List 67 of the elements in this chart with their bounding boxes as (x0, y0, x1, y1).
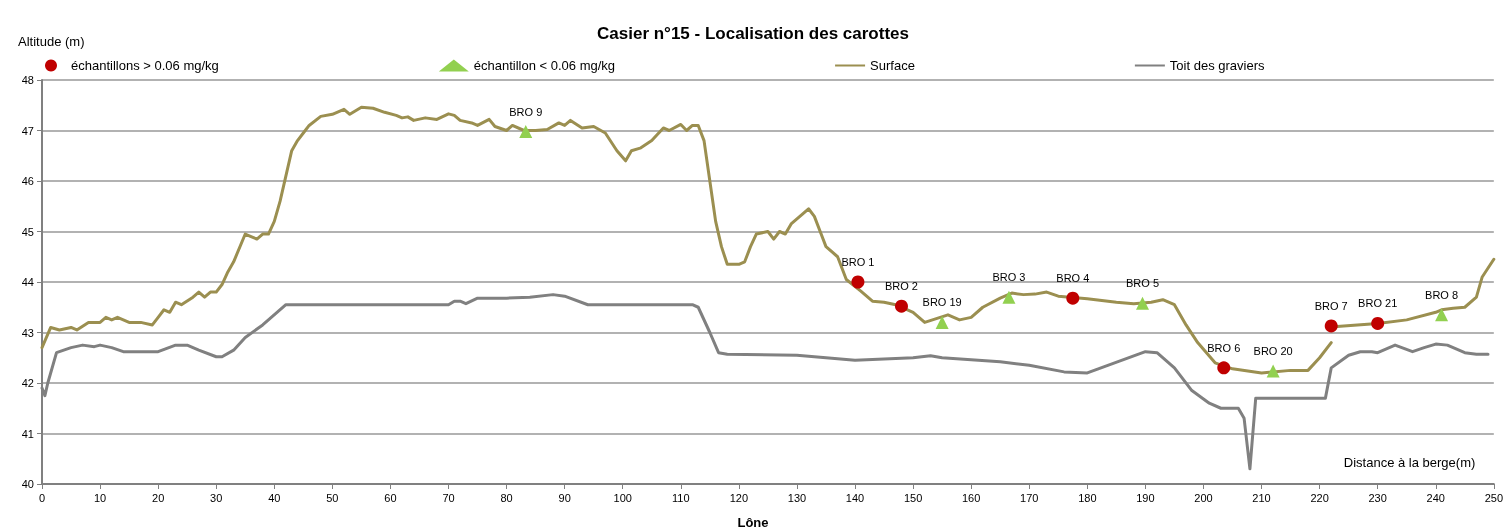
legend-label: échantillons > 0.06 mg/kg (71, 58, 219, 73)
point (1135, 296, 1149, 310)
legend-label: échantillon < 0.06 mg/kg (473, 58, 616, 73)
x-tick-label: 40 (268, 491, 281, 504)
x-tick-label: 0 (38, 491, 46, 504)
x-axis-title: Distance à la berge(m) (1343, 455, 1476, 470)
data-label: BRO 1 (841, 256, 875, 268)
point (1435, 308, 1449, 322)
y-tick-label: 47 (21, 124, 34, 137)
x-tick-label: 180 (1078, 491, 1097, 504)
x-tick-label: 250 (1484, 491, 1503, 504)
x-tick-label: 50 (326, 491, 339, 504)
legend-label: Toit des graviers (1169, 58, 1266, 73)
point (1002, 290, 1016, 304)
point (1324, 319, 1338, 333)
data-label: BRO 6 (1207, 341, 1241, 354)
legend-label: Surface (870, 58, 915, 73)
x-tick-label: 30 (210, 491, 223, 504)
chart-title: Casier n°15 - Localisation des carottes (597, 24, 909, 43)
data-label: BRO 5 (1125, 277, 1159, 290)
x-tick-label: 140 (845, 491, 865, 504)
point (1266, 364, 1280, 378)
data-label: BRO 4 (1056, 272, 1090, 285)
point (851, 275, 865, 289)
x-tick-label: 130 (787, 491, 807, 504)
point (1066, 291, 1080, 305)
point (935, 315, 949, 329)
x-tick-label: 70 (442, 491, 455, 504)
data-label: BRO 3 (992, 271, 1026, 284)
x-tick-label: 60 (384, 491, 397, 504)
data-label: BRO 8 (1425, 288, 1459, 301)
x-tick-label: 20 (152, 491, 165, 504)
data-label: BRO 20 (1253, 344, 1293, 357)
x-tick-label: 240 (1426, 491, 1445, 504)
y-axis-title: Altitude (m) (18, 34, 85, 49)
y-tick-label: 44 (21, 276, 34, 288)
point (1371, 316, 1385, 330)
data-label: BRO 7 (1314, 299, 1348, 312)
x-tick-label: 150 (903, 491, 923, 504)
x-tick-label: 80 (500, 491, 513, 504)
point (1217, 361, 1231, 375)
y-tick-label: 45 (21, 225, 34, 238)
x-tick-label: 230 (1368, 491, 1387, 504)
y-tick-label: 48 (21, 74, 34, 86)
x-tick-label: 210 (1252, 491, 1271, 504)
x-tick-label: 120 (729, 491, 749, 504)
y-tick-label: 42 (21, 377, 34, 389)
x-tick-label: 110 (672, 491, 690, 504)
y-tick-label: 43 (21, 326, 34, 339)
y-tick-label: 40 (21, 478, 34, 490)
x-tick-label: 10 (93, 491, 107, 504)
text: Lône (737, 515, 769, 530)
data-label: BRO 21 (1358, 297, 1398, 310)
x-tick-label: 200 (1194, 491, 1213, 504)
x-tick-label: 220 (1310, 491, 1329, 504)
x-tick-label: 160 (961, 491, 981, 504)
point (894, 299, 908, 313)
point (519, 125, 533, 139)
x-tick-label: 100 (613, 491, 632, 504)
y-tick-label: 41 (21, 427, 34, 440)
x-tick-label: 170 (1020, 491, 1039, 504)
data-label: BRO 9 (509, 105, 543, 118)
data-label: BRO 2 (884, 280, 918, 293)
x-tick-label: 90 (558, 491, 571, 504)
data-label: BRO 19 (922, 296, 962, 309)
y-tick-label: 46 (21, 175, 34, 187)
x-tick-label: 190 (1136, 491, 1155, 504)
